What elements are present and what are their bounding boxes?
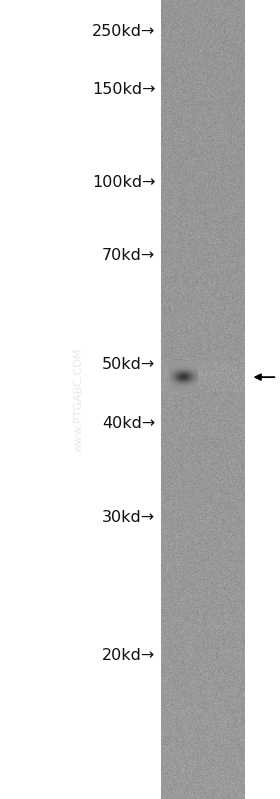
Text: 250kd→: 250kd→	[92, 25, 155, 39]
Text: 50kd→: 50kd→	[102, 357, 155, 372]
Text: 70kd→: 70kd→	[102, 248, 155, 263]
Text: 20kd→: 20kd→	[102, 648, 155, 662]
Text: 150kd→: 150kd→	[92, 82, 155, 97]
Text: 30kd→: 30kd→	[102, 511, 155, 525]
Text: 100kd→: 100kd→	[92, 175, 155, 189]
Text: www.PTGABC.COM: www.PTGABC.COM	[73, 348, 83, 451]
Text: 40kd→: 40kd→	[102, 416, 155, 431]
